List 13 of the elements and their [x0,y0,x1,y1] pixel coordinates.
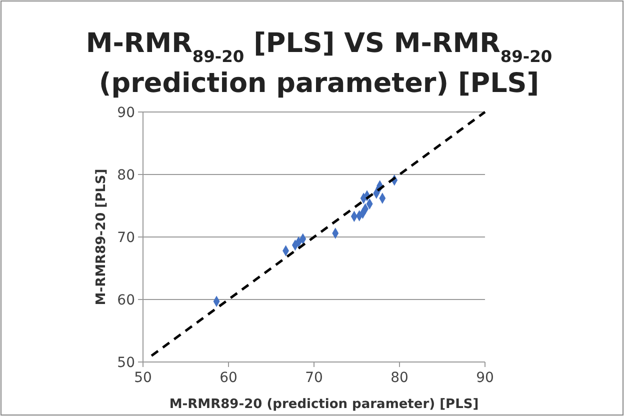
x-tick-label: 90 [476,370,494,386]
y-axis-title: M-RMR89-20 [PLS] [94,168,109,306]
x-tick-label: 80 [390,370,408,386]
x-tick-label: 60 [220,370,238,386]
y-tick-label: 70 [117,230,135,246]
y-tick-label: 90 [117,105,135,121]
y-tick-label: 50 [117,355,135,371]
y-tick-label: 80 [117,168,135,184]
y-tick-label: 60 [117,292,135,308]
x-axis-title: M-RMR89-20 (prediction parameter) [PLS] [169,397,479,412]
x-tick-label: 70 [305,370,323,386]
x-tick-label: 50 [134,370,152,386]
chart-title: M-RMR$_{89-20}$ [PLS] VS M-RMR$_{89-20}$ (prediction parameter) [PLS] [86,28,552,99]
